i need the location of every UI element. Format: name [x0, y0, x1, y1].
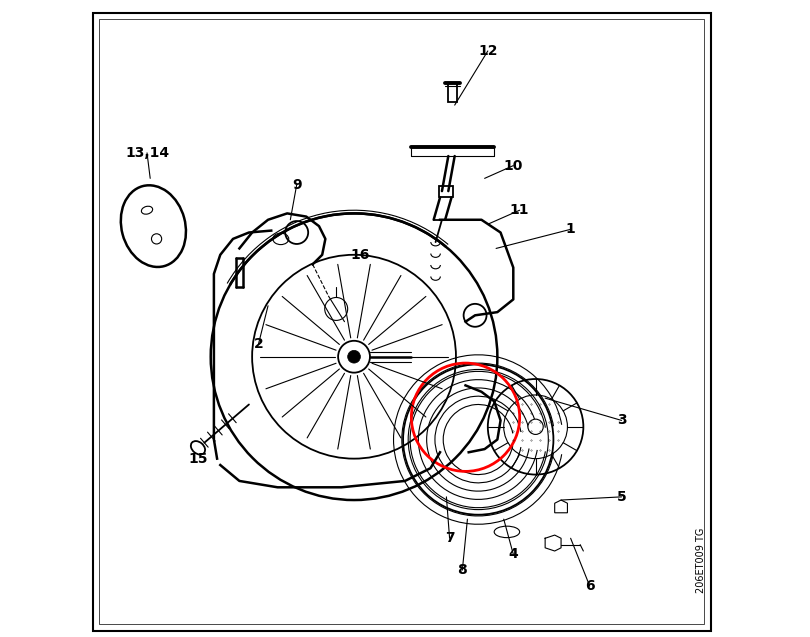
Text: 15: 15 [188, 452, 207, 466]
Text: 13,14: 13,14 [125, 146, 169, 160]
Circle shape [347, 350, 360, 363]
Bar [448, 83, 457, 102]
Text: 11: 11 [510, 203, 530, 217]
Ellipse shape [191, 441, 205, 455]
Text: 9: 9 [292, 178, 301, 192]
Text: 206ET009 TG: 206ET009 TG [697, 528, 706, 593]
Text: 4: 4 [509, 547, 518, 561]
Text: 16: 16 [351, 248, 370, 262]
Circle shape [528, 419, 544, 434]
Text: 3: 3 [616, 413, 626, 427]
Circle shape [338, 341, 370, 373]
Text: 5: 5 [616, 490, 626, 504]
Text: 10: 10 [504, 159, 523, 173]
Text: 7: 7 [445, 531, 454, 545]
Text: 1: 1 [565, 222, 575, 236]
Text: 6: 6 [585, 579, 595, 593]
Text: 2: 2 [254, 337, 263, 351]
Bar [439, 186, 453, 197]
Polygon shape [555, 500, 568, 513]
Text: 12: 12 [478, 44, 497, 58]
Text: 8: 8 [458, 563, 467, 577]
